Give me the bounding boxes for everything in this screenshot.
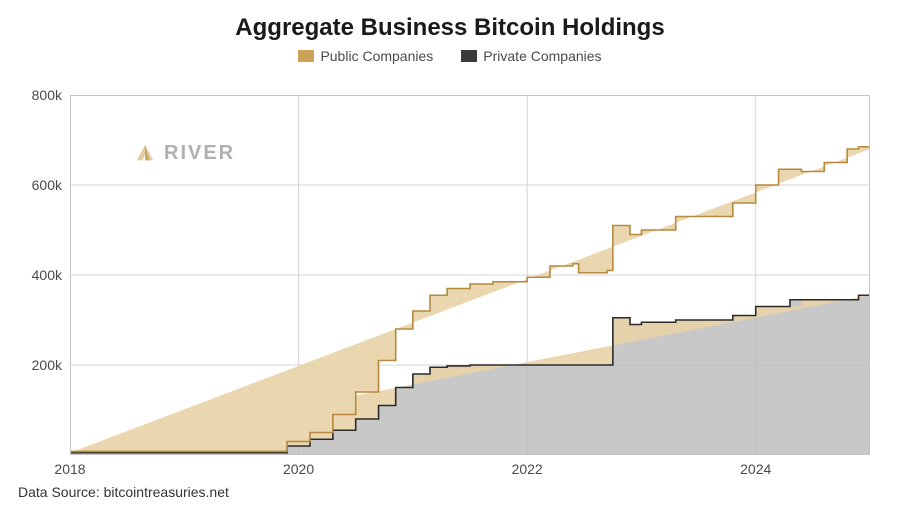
y-tick-label: 800k <box>32 87 70 103</box>
legend-swatch-private <box>461 50 477 62</box>
watermark-text: RIVER <box>164 142 235 165</box>
x-tick-label: 2020 <box>283 455 314 477</box>
y-tick-label: 400k <box>32 267 70 283</box>
x-tick-label: 2018 <box>54 455 85 477</box>
legend-swatch-public <box>298 50 314 62</box>
x-tick-label: 2024 <box>740 455 771 477</box>
plot-area: RIVER 200k400k600k800k2018202020222024 <box>70 95 870 455</box>
legend-label-private: Private Companies <box>483 48 601 64</box>
legend-label-public: Public Companies <box>320 48 433 64</box>
legend: Public Companies Private Companies <box>0 48 900 64</box>
y-tick-label: 600k <box>32 177 70 193</box>
data-source: Data Source: bitcointreasuries.net <box>18 484 229 500</box>
y-tick-label: 200k <box>32 357 70 373</box>
legend-item-private: Private Companies <box>461 48 601 64</box>
watermark: RIVER <box>134 142 235 165</box>
x-tick-label: 2022 <box>512 455 543 477</box>
chart-title: Aggregate Business Bitcoin Holdings <box>0 0 900 42</box>
legend-item-public: Public Companies <box>298 48 433 64</box>
river-logo-icon <box>134 142 156 164</box>
